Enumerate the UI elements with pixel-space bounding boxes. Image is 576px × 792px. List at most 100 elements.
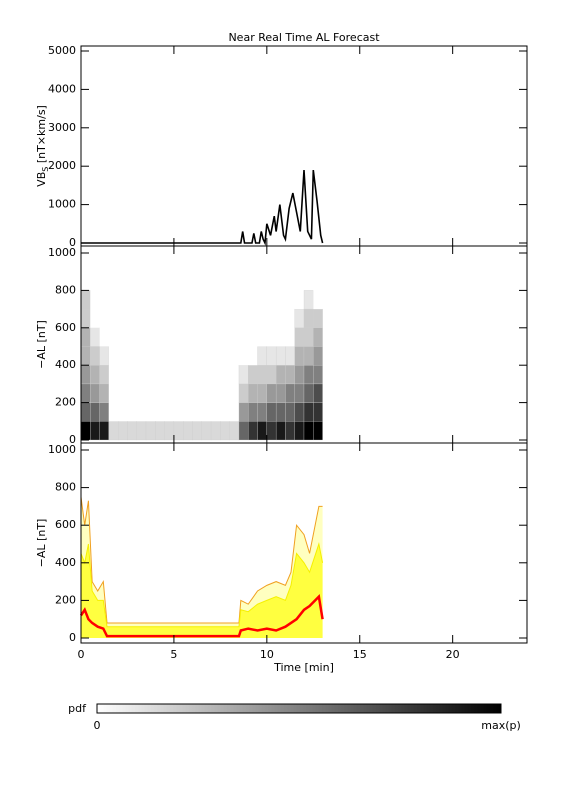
heatmap-cell: [313, 383, 323, 403]
y-tick-label: 200: [55, 593, 76, 606]
heatmap-cell: [201, 309, 212, 328]
heatmap-cell: [155, 290, 165, 310]
heatmap-cell: [164, 309, 174, 328]
heatmap-cell: [127, 365, 137, 384]
heatmap-cell: [285, 309, 295, 328]
heatmap-cell: [313, 290, 323, 310]
heatmap-cell: [136, 309, 147, 328]
heatmap-cell: [294, 308, 305, 328]
heatmap-cell: [201, 383, 212, 403]
heatmap-cell: [303, 365, 314, 385]
heatmap-cell: [146, 309, 156, 328]
heatmap-cell: [127, 383, 137, 403]
heatmap-cell: [90, 383, 100, 403]
heatmap-cell: [276, 327, 286, 347]
heatmap-cell: [164, 383, 174, 403]
heatmap-cell: [136, 402, 147, 422]
heatmap-cell: [201, 402, 212, 422]
heatmap-cell: [313, 402, 323, 422]
heatmap-cell: [164, 290, 174, 310]
y-axis-label: VBS [nT×km/s]: [35, 105, 50, 187]
heatmap-cell: [294, 290, 304, 310]
colorbar-label: pdf: [68, 702, 87, 715]
band-area: [81, 544, 323, 638]
x-tick-label: 20: [446, 648, 460, 661]
heatmap-cell: [266, 290, 277, 310]
heatmap-cell: [276, 290, 286, 310]
colorbar-min: 0: [94, 719, 101, 732]
y-axis-label-part: VB: [35, 172, 48, 187]
y-tick-label: 0: [69, 631, 76, 644]
heatmap-cell: [276, 309, 286, 328]
heatmap-cell: [303, 308, 314, 328]
heatmap-cell: [183, 346, 193, 366]
heatmap-cell: [257, 402, 267, 422]
heatmap-cell: [173, 365, 184, 384]
series-line: [80, 496, 323, 624]
heatmap-cell: [90, 309, 100, 328]
y-tick-label: 4000: [48, 82, 76, 95]
heatmap-cell: [90, 365, 100, 385]
heatmap-cell: [183, 290, 193, 310]
heatmap-cell: [183, 309, 193, 328]
heatmap-cell: [164, 327, 174, 347]
heatmap-cell: [118, 383, 128, 403]
heatmap-cell: [192, 327, 202, 347]
y-tick-label: 1000: [48, 443, 76, 456]
heatmap-cell: [183, 402, 193, 422]
heatmap-cell: [99, 383, 110, 403]
heatmap-cell: [108, 421, 119, 441]
heatmap-cell: [211, 346, 221, 366]
heatmap-cell: [238, 327, 249, 347]
heatmap-cell: [211, 309, 221, 328]
y-tick-label: 3000: [48, 121, 76, 134]
heatmap-cell: [118, 402, 128, 422]
heatmap-cell: [155, 309, 165, 328]
heatmap-cell: [303, 421, 314, 441]
heatmap-cell: [238, 421, 249, 441]
series-line: [80, 542, 324, 628]
heatmap-cell: [80, 402, 91, 422]
heatmap-cell: [164, 365, 174, 384]
heatmap-cell: [201, 290, 212, 310]
y-tick-label: 2000: [48, 159, 76, 172]
heatmap-cell: [80, 290, 91, 310]
heatmap-cell: [146, 346, 156, 366]
x-tick-label: 10: [260, 648, 274, 661]
heatmap-cell: [285, 402, 295, 422]
heatmap-cell: [275, 402, 286, 422]
heatmap-cell: [90, 327, 100, 347]
heatmap-cell: [220, 421, 230, 441]
heatmap-cell: [90, 290, 100, 310]
plot-frame: [80, 45, 528, 247]
heatmap-cell: [90, 421, 100, 441]
heatmap-cell: [257, 365, 267, 385]
heatmap-cell: [99, 402, 110, 422]
x-tick-label: 0: [78, 648, 85, 661]
heatmap-cell: [211, 290, 221, 310]
y-tick-label: 800: [55, 283, 76, 296]
heatmap-cell: [173, 421, 184, 441]
heatmap-cell: [238, 402, 249, 422]
heatmap-cell: [136, 383, 147, 403]
heatmap-cell: [136, 365, 147, 384]
heatmap-cell: [80, 346, 91, 366]
heatmap-cell: [211, 365, 221, 384]
colorbar: [96, 703, 502, 714]
series-line: [81, 169, 324, 246]
heatmap-cell: [192, 290, 202, 310]
heatmap-cell: [173, 309, 184, 328]
heatmap-cell: [118, 365, 128, 384]
heatmap-cell: [257, 327, 267, 347]
heatmap-cell: [313, 327, 323, 347]
heatmap-cell: [211, 402, 221, 422]
heatmap-cell: [108, 290, 119, 310]
series-line: [79, 594, 324, 638]
heatmap-cell: [229, 365, 239, 384]
heatmap-cell: [285, 421, 295, 441]
heatmap-cell: [229, 327, 239, 347]
heatmap-cell: [155, 383, 165, 403]
heatmap-cell: [294, 327, 305, 347]
heatmap-cell: [211, 327, 221, 347]
heatmap-cell: [294, 421, 305, 441]
